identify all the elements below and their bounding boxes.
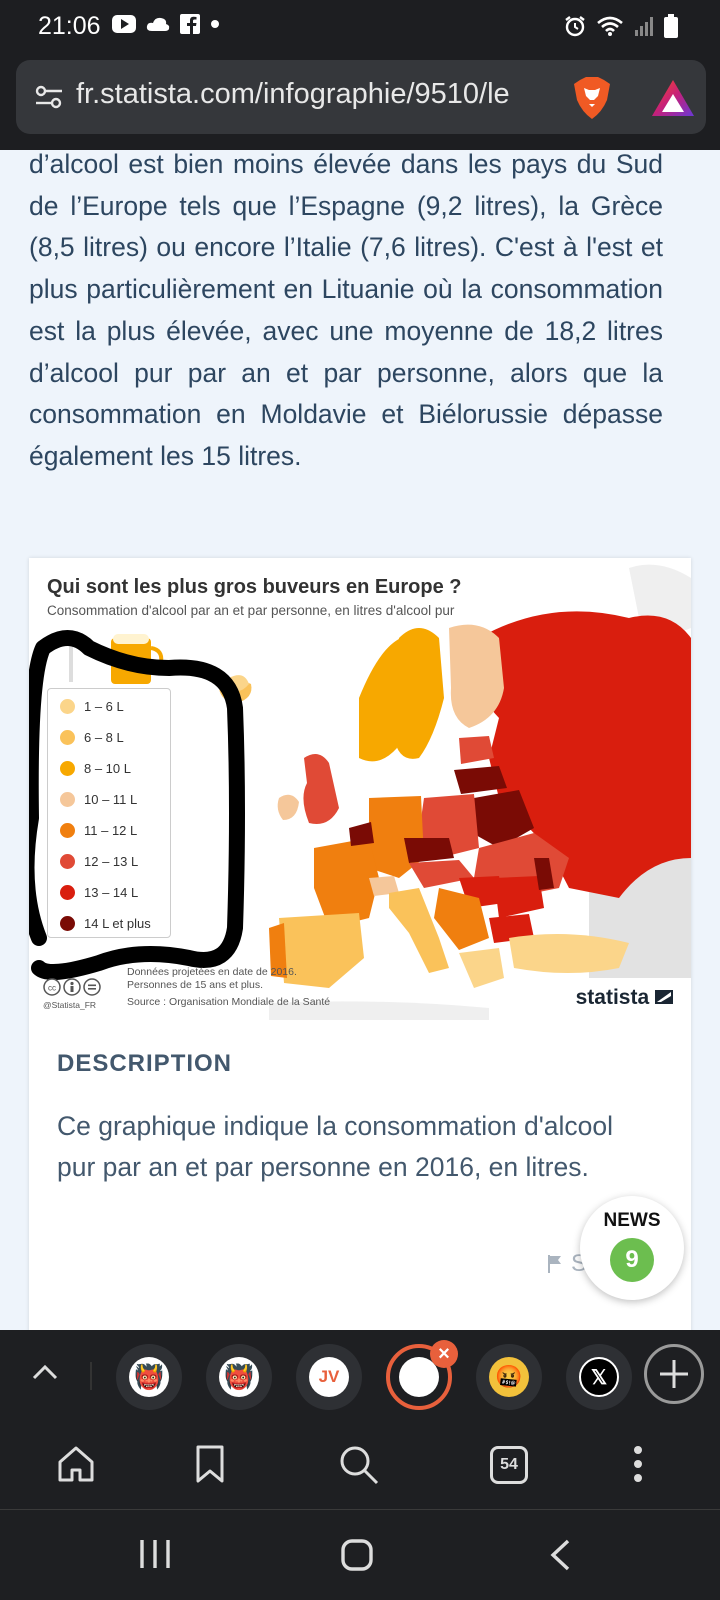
europe-map xyxy=(29,558,691,1020)
legend-label: 6 – 8 L xyxy=(84,730,124,745)
wifi-icon xyxy=(597,16,623,36)
status-bar: 21:06 xyxy=(0,0,720,54)
tab-count-button[interactable]: 54 xyxy=(490,1446,528,1484)
infographic-title: Qui sont les plus gros buveurs en Europe… xyxy=(47,576,462,598)
flag-icon xyxy=(548,1255,561,1273)
legend-swatch xyxy=(60,792,75,807)
legend-label: 11 – 12 L xyxy=(84,823,138,838)
recent-apps-icon[interactable] xyxy=(138,1538,172,1570)
dot-icon xyxy=(211,20,219,28)
tab-emoji[interactable]: 🤬 xyxy=(476,1344,542,1410)
by-icon xyxy=(63,978,81,996)
legend-item: 11 – 12 L xyxy=(60,823,137,838)
status-time: 21:06 xyxy=(38,12,101,40)
home-nav-icon[interactable] xyxy=(340,1538,374,1572)
legend-swatch xyxy=(60,761,75,776)
legend-swatch xyxy=(60,730,75,745)
svg-text:cc: cc xyxy=(48,984,56,993)
description-text: Ce graphique indique la consommation d'a… xyxy=(57,1111,614,1182)
system-navigation-bar xyxy=(0,1510,720,1600)
bottom-toolbar: 54 xyxy=(0,1424,720,1510)
tab-favicon: 𝕏 xyxy=(579,1357,619,1397)
legend-item: 14 L et plus xyxy=(60,916,151,931)
infographic-card: Qui sont les plus gros buveurs en Europe… xyxy=(29,558,691,1330)
tab-favicon: 👹 xyxy=(129,1357,169,1397)
legend-item: 6 – 8 L xyxy=(60,730,124,745)
tab-favicon: 👹 xyxy=(219,1357,259,1397)
plus-icon xyxy=(660,1360,688,1388)
home-icon[interactable] xyxy=(56,1444,96,1484)
statista-brand-text: statista xyxy=(575,986,650,1009)
address-bar[interactable]: fr.statista.com/infographie/9510/le xyxy=(16,60,706,134)
tab-favicon: JV xyxy=(309,1357,349,1397)
more-menu-icon[interactable] xyxy=(632,1444,644,1484)
creative-commons-icons: cc xyxy=(43,978,101,996)
tab-jv[interactable]: JV xyxy=(296,1344,362,1410)
site-settings-icon[interactable] xyxy=(34,82,64,112)
nd-icon xyxy=(83,978,101,996)
legend-label: 13 – 14 L xyxy=(84,885,139,900)
tab-goblin-2[interactable]: 👹 xyxy=(206,1344,272,1410)
legend-item: 12 – 13 L xyxy=(60,854,138,869)
facebook-icon xyxy=(180,14,200,34)
note-population: Personnes de 15 ans et plus. xyxy=(127,979,264,991)
legend-label: 12 – 13 L xyxy=(84,854,139,869)
article-paragraph: d’alcool est bien moins élevée dans les … xyxy=(29,150,663,471)
url-text[interactable]: fr.statista.com/infographie/9510/le xyxy=(76,78,510,110)
legend-swatch xyxy=(60,916,75,931)
statista-handle: @Statista_FR xyxy=(43,1000,97,1010)
legend-swatch xyxy=(60,854,75,869)
note-source: Source : Organisation Mondiale de la San… xyxy=(127,996,331,1008)
legend-swatch xyxy=(60,699,75,714)
map-legend: 1 – 6 L 6 – 8 L 8 – 10 L 10 – 11 L 11 – … xyxy=(47,688,171,938)
web-content[interactable]: d’alcool est bien moins élevée dans les … xyxy=(0,150,720,1330)
tab-favicon xyxy=(399,1357,439,1397)
brave-shields-icon[interactable] xyxy=(572,76,612,120)
legend-item: 8 – 10 L xyxy=(60,761,131,776)
address-bar-container: fr.statista.com/infographie/9510/le xyxy=(0,54,720,150)
statista-logo: statista xyxy=(576,986,673,1010)
legend-item: 1 – 6 L xyxy=(60,699,124,714)
add-tab-button[interactable] xyxy=(644,1344,704,1404)
description-heading: DESCRIPTION xyxy=(57,1050,233,1077)
youtube-icon xyxy=(112,15,136,33)
news-badge[interactable]: NEWS 9 xyxy=(580,1196,684,1300)
news-label: NEWS xyxy=(603,1210,661,1231)
tab-strip: 👹 👹 JV × 🤬 𝕏 xyxy=(0,1330,720,1424)
infographic[interactable]: Qui sont les plus gros buveurs en Europe… xyxy=(29,558,691,1020)
cloud-icon xyxy=(146,17,170,31)
legend-item: 10 – 11 L xyxy=(60,792,137,807)
back-icon[interactable] xyxy=(548,1538,572,1572)
note-date: Données projetées en date de 2016. xyxy=(127,966,297,978)
chevron-up-icon[interactable] xyxy=(30,1358,60,1388)
close-tab-icon[interactable]: × xyxy=(430,1340,458,1368)
bookmark-icon[interactable] xyxy=(192,1444,228,1484)
legend-label: 10 – 11 L xyxy=(84,792,138,807)
legend-swatch xyxy=(60,823,75,838)
alarm-icon xyxy=(565,16,585,37)
statista-mark-icon xyxy=(655,990,673,1004)
legend-label: 8 – 10 L xyxy=(84,761,131,776)
tab-favicon: 🤬 xyxy=(489,1357,529,1397)
battery-icon xyxy=(664,14,678,38)
tab-x[interactable]: 𝕏 xyxy=(566,1344,632,1410)
news-count: 9 xyxy=(610,1238,654,1282)
signal-icon xyxy=(635,17,653,36)
infographic-subtitle: Consommation d'alcool par an et par pers… xyxy=(47,603,455,618)
search-icon[interactable] xyxy=(338,1444,380,1486)
brave-rewards-icon[interactable] xyxy=(652,80,694,116)
tab-goblin-1[interactable]: 👹 xyxy=(116,1344,182,1410)
cc-icon: cc xyxy=(43,978,61,996)
tab-strip-divider xyxy=(90,1362,92,1390)
legend-label: 1 – 6 L xyxy=(84,699,124,714)
tab-current[interactable] xyxy=(386,1344,452,1410)
legend-label: 14 L et plus xyxy=(84,916,151,931)
legend-swatch xyxy=(60,885,75,900)
legend-item: 13 – 14 L xyxy=(60,885,138,900)
